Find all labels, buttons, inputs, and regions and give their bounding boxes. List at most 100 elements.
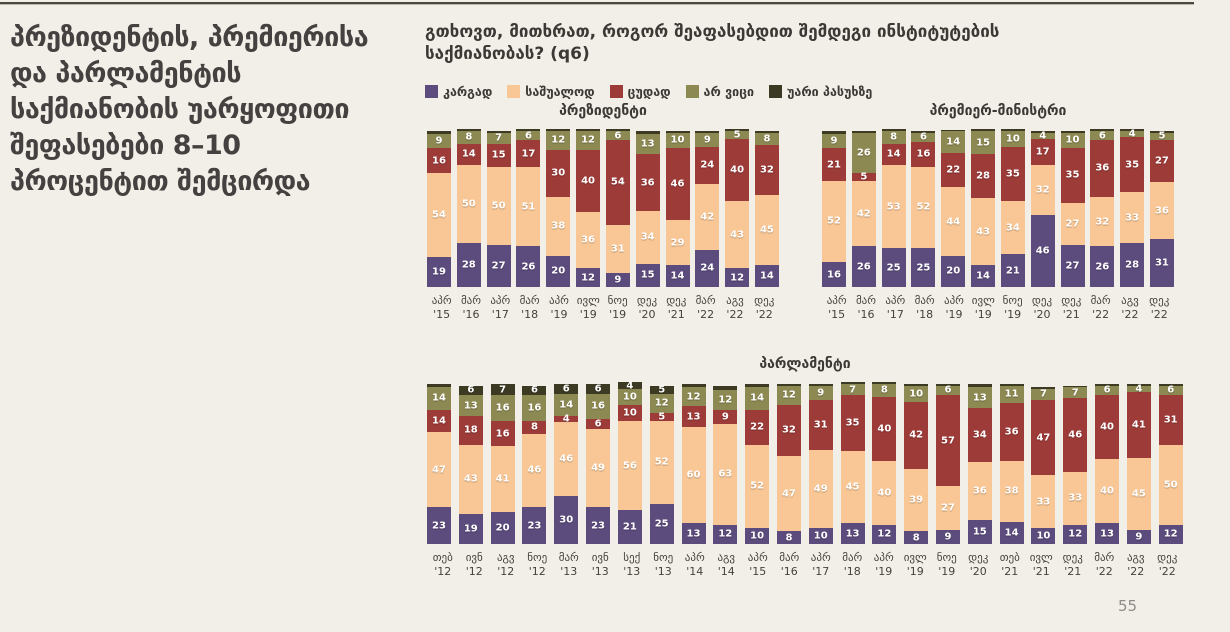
bar-segment: 20 (941, 255, 966, 287)
bar-segment: 9 (936, 529, 960, 544)
bar-value-label: 12 (1068, 528, 1083, 540)
bar-segment: 24 (695, 249, 720, 287)
bar-value-label: 21 (827, 159, 841, 171)
x-axis-label: დეკ '20 (968, 551, 989, 579)
bar-value-label: 40 (1100, 485, 1115, 497)
bar-segment (546, 129, 571, 132)
bar-value-label: 32 (781, 424, 796, 436)
bar-value-label: 46 (670, 178, 685, 190)
bar-segment: 63 (713, 424, 738, 525)
bar-segment (427, 384, 451, 388)
bar-segment: 14 (999, 521, 1024, 544)
bar-value-label: 30 (559, 514, 574, 526)
bar-segment: 36 (999, 403, 1024, 461)
bar-value-label: 23 (527, 520, 542, 532)
bar-segment (904, 384, 929, 386)
chart-parliament: პარლამენტი 23 47 14 14 19 43 18 13 6 20 41 16 16 7 23 4… (427, 356, 1183, 580)
bar-segment: 26 (851, 132, 876, 174)
bar-segment: 32 (776, 404, 801, 457)
bar-value-label: 45 (759, 224, 774, 236)
bar-value-label: 13 (845, 528, 860, 540)
bar-value-label: 54 (610, 176, 625, 188)
bar-segment: 45 (1126, 457, 1151, 530)
bar-segment (605, 129, 630, 132)
bar-segment: 47 (1031, 400, 1056, 476)
bar-segment: 28 (456, 243, 481, 287)
bar-segment: 10 (665, 132, 690, 149)
bar-value-label: 12 (551, 134, 566, 146)
bar-segment: 27 (936, 486, 960, 530)
bar-segment: 8 (904, 531, 929, 544)
bar-value-label: 10 (750, 530, 765, 542)
bar-segment (1158, 384, 1183, 386)
bar-value-label: 26 (856, 147, 871, 159)
bar-value-label: 5 (733, 129, 741, 141)
bar-segment: 16 (822, 262, 846, 287)
bar-segment: 13 (681, 406, 706, 428)
bar-segment: 53 (881, 165, 906, 248)
bar-segment: 52 (911, 166, 936, 248)
bar-segment: 9 (605, 272, 630, 287)
bar-value-label: 12 (654, 397, 669, 409)
bar-segment (881, 129, 906, 132)
bar-segment: 8 (776, 531, 801, 544)
bar-value-label: 34 (972, 429, 987, 441)
bar-value-label: 47 (432, 464, 446, 476)
legend-swatch-icon (769, 85, 783, 98)
bar-value-label: 52 (916, 201, 931, 213)
bar-value-label: 31 (610, 243, 625, 255)
bar-segment: 36 (967, 462, 992, 520)
bar-segment: 36 (1090, 140, 1115, 197)
stacked-bar: 14 29 46 10 (665, 131, 690, 287)
bar-value-label: 6 (467, 384, 475, 396)
bar-value-label: 5 (658, 411, 666, 423)
bar-value-label: 12 (718, 394, 733, 406)
bar-segment: 16 (911, 141, 936, 167)
bar-value-label: 22 (750, 421, 765, 433)
bar-segment: 6 (586, 419, 611, 430)
bar-value-label: 42 (909, 429, 924, 441)
bar-value-label: 38 (551, 220, 566, 232)
legend-item: კარგად (425, 84, 492, 99)
x-axis-label: აპრ '17 (885, 294, 906, 322)
bar-value-label: 12 (1163, 528, 1178, 540)
plot-prime-minister: 16 52 21 9 26 42 5 26 25 53 14 8 25 52 16 6 20 44 22 14 14 43… (822, 129, 1174, 287)
bar-segment: 4 (554, 414, 579, 425)
stacked-bar: 15 36 34 13 (967, 384, 992, 544)
bar-value-label: 13 (1100, 528, 1115, 540)
bar-value-label: 36 (1004, 426, 1019, 438)
bar-segment: 35 (1000, 146, 1025, 202)
bar-value-label: 45 (845, 481, 860, 493)
stacked-bar: 46 32 17 4 (1030, 130, 1055, 287)
chart-president: პრეზიდენტი 19 54 16 9 28 50 14 8 27 50 15 7 26 51 17 6 2… (427, 103, 779, 323)
bar-value-label: 46 (559, 453, 574, 465)
bar-segment: 51 (516, 166, 541, 247)
bar-segment: 5 (649, 384, 674, 395)
bar-segment: 46 (1063, 398, 1088, 473)
bar-segment: 49 (808, 449, 833, 528)
bar-segment (1126, 384, 1151, 386)
bar-value-label: 31 (1154, 257, 1169, 269)
bar-segment: 19 (427, 257, 451, 287)
bar-value-label: 6 (594, 383, 602, 395)
bar-segment: 50 (486, 166, 511, 245)
chart-title-prime-minister: პრემიერ-მინისტრი (929, 103, 1067, 119)
bar-value-label: 35 (845, 417, 860, 429)
x-axis-label: ივლ '19 (971, 294, 995, 322)
bar-value-label: 28 (1125, 259, 1140, 271)
bar-segment: 46 (665, 148, 690, 220)
bar-value-label: 34 (640, 231, 655, 243)
x-axis-label: ივნ '13 (591, 551, 609, 579)
x-axis-label: დეკ '20 (636, 294, 658, 322)
bar-value-label: 43 (976, 226, 991, 238)
bar-value-label: 6 (1167, 384, 1175, 396)
bar-value-label: 27 (1154, 155, 1169, 167)
bar-segment: 6 (1095, 385, 1120, 396)
bar-segment (911, 131, 936, 133)
bar-segment (754, 131, 779, 133)
stacked-bar: 27 50 15 7 (486, 131, 511, 287)
x-axis-label: თებ '21 (999, 551, 1020, 579)
stacked-bar: 19 43 18 13 6 (458, 384, 483, 544)
bar-value-label: 6 (919, 131, 927, 143)
bar-segment: 6 (1090, 130, 1115, 141)
